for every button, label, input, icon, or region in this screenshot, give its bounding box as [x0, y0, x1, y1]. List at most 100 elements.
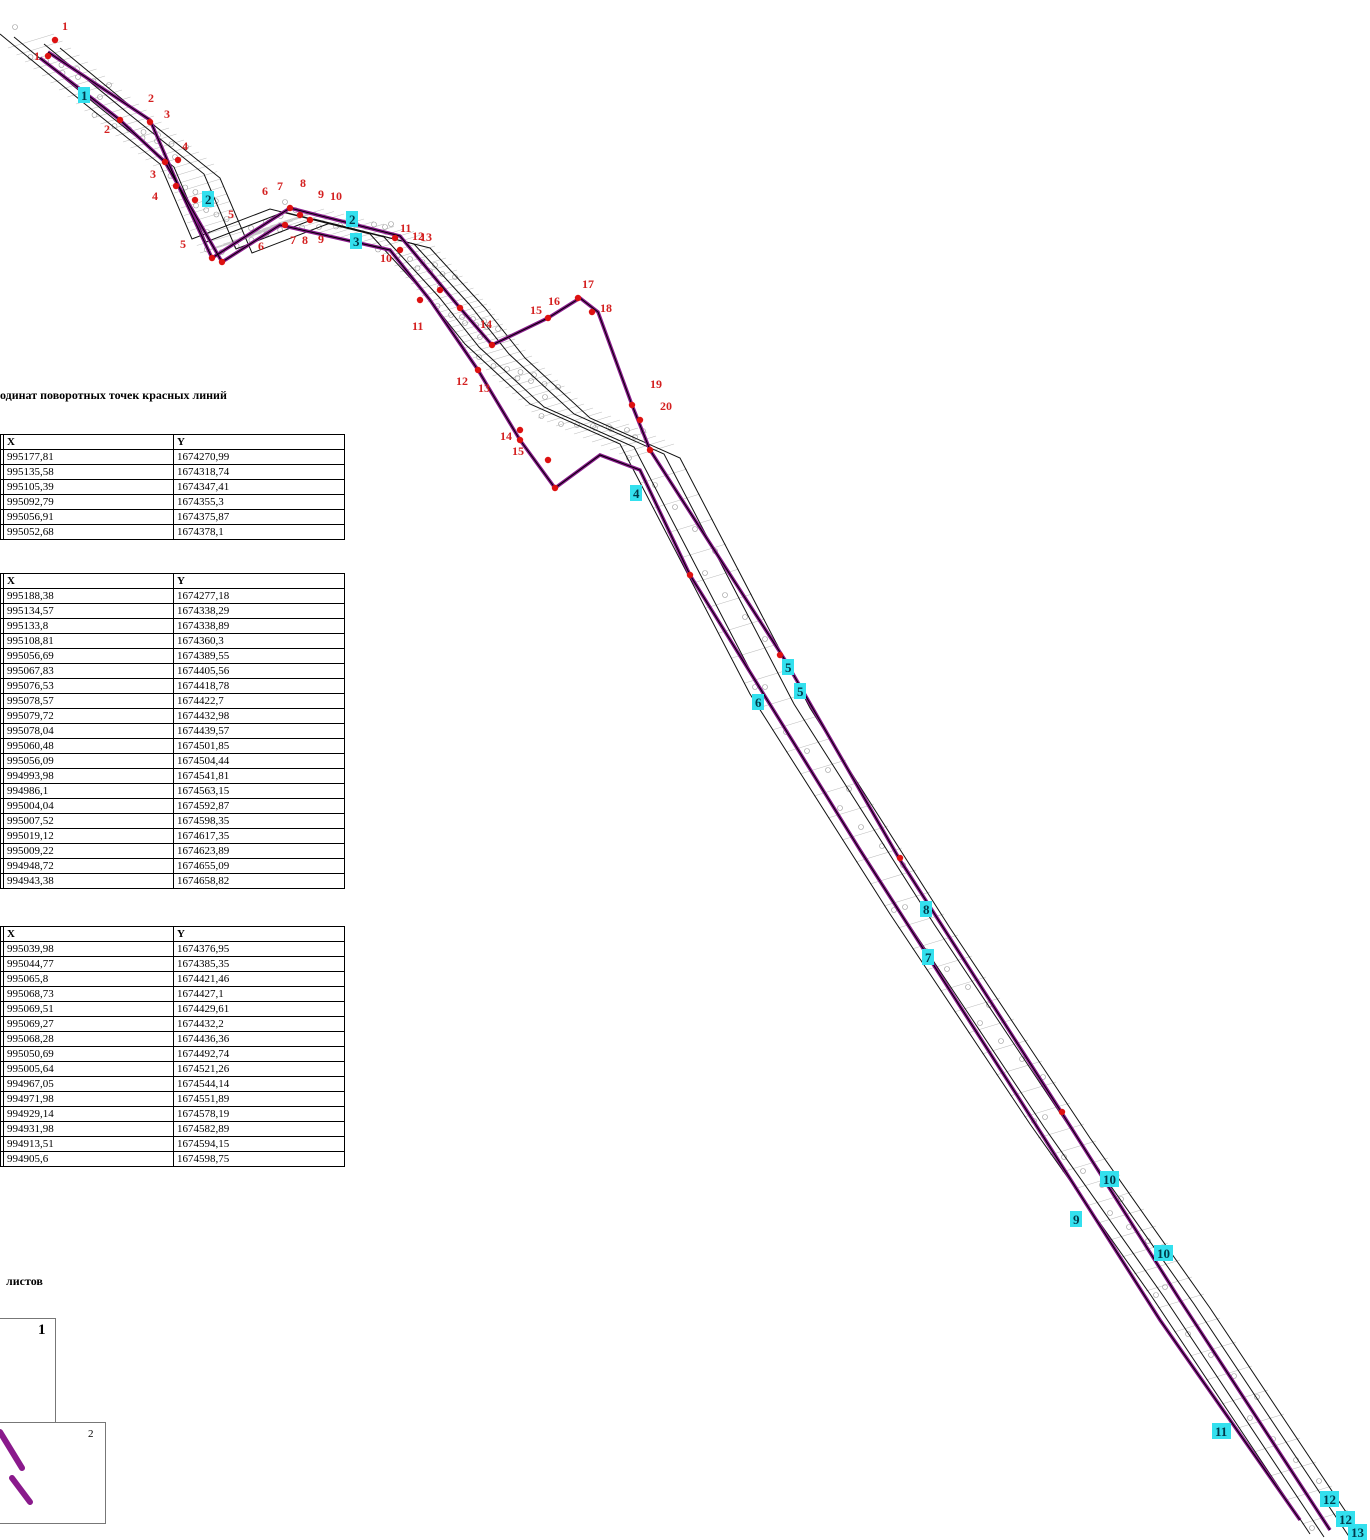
point-label: 9	[318, 187, 324, 201]
table-row: 995079,72 1674432,98	[0, 708, 345, 724]
segment-badge-label: 8	[923, 902, 930, 917]
turning-point-dot	[51, 36, 59, 44]
x-cell: 995177,81	[3, 449, 174, 465]
base-symbol	[316, 224, 322, 230]
turning-point-dot	[416, 296, 424, 304]
y-cell: 1674421,46	[173, 971, 345, 987]
point-label: 20	[660, 399, 672, 413]
coords-heading: одинат поворотных точек красных линий	[0, 388, 227, 402]
base-hatch	[479, 349, 526, 365]
turning-point-dot	[474, 366, 482, 374]
base-hatch	[555, 411, 603, 427]
base-symbol	[762, 636, 768, 642]
sheet-1-label: 1	[38, 1322, 46, 1338]
base-hatch	[582, 423, 630, 439]
point-label: 8	[300, 176, 306, 190]
segment-badge-label: 6	[755, 695, 762, 710]
segment-badge-bg	[1070, 1211, 1082, 1227]
base-hatch	[498, 367, 546, 383]
segment-badge-label: 2	[205, 192, 212, 207]
y-cell: 1674617,35	[173, 828, 345, 844]
turning-point-dot	[544, 456, 552, 464]
base-symbol	[193, 202, 199, 209]
y-cell: 1674544,14	[173, 1076, 345, 1092]
table-row: 994913,51 1674594,15	[0, 1136, 345, 1152]
base-symbol	[203, 207, 209, 213]
sheet-1-frame[interactable]	[0, 1318, 56, 1424]
segment-badge-bg	[1212, 1423, 1231, 1439]
point-label: 15	[530, 303, 542, 317]
turning-points	[44, 36, 1066, 1116]
x-cell: 995076,53	[3, 678, 174, 694]
base-symbol	[192, 189, 199, 195]
x-cell: 995188,38	[3, 588, 174, 604]
x-cell: 995005,64	[3, 1061, 174, 1077]
x-cell: 994948,72	[3, 858, 174, 874]
turning-point-dot	[516, 436, 524, 444]
x-cell: 995056,91	[3, 509, 174, 525]
base-symbol	[846, 786, 852, 792]
segment-badge-label: 5	[797, 684, 804, 699]
base-symbol	[1254, 1394, 1260, 1400]
base-symbol	[484, 324, 490, 330]
coords-table-1: X Y 995177,81 1674270,99 995135,58 1674318,74…	[0, 434, 345, 540]
y-cell: 1674504,44	[173, 753, 345, 769]
base-symbol	[672, 504, 678, 510]
table-row: 994931,98 1674582,89	[0, 1121, 345, 1137]
base-hatch	[827, 803, 875, 819]
point-label: 2	[104, 122, 110, 136]
x-cell: 995019,12	[3, 828, 174, 844]
table-row: 995056,09 1674504,44	[0, 753, 345, 769]
segment-badge-label: 7	[925, 950, 932, 965]
x-cell: 995079,72	[3, 708, 174, 724]
base-symbol	[1247, 1415, 1253, 1421]
base-hatch	[472, 343, 520, 359]
point-label: 12	[412, 229, 424, 243]
base-hatch	[679, 543, 727, 559]
base-hatch	[524, 391, 572, 407]
segment-badge-bg	[1320, 1491, 1339, 1507]
point-label: 10	[380, 251, 392, 265]
y-cell: 1674389,55	[173, 648, 345, 664]
turning-point-dot	[896, 854, 904, 862]
base-symbol	[902, 904, 908, 910]
y-cell: 1674541,81	[173, 768, 345, 784]
base-symbol	[965, 984, 971, 990]
sheet-2-frame[interactable]	[0, 1422, 106, 1524]
x-cell: 995067,83	[3, 663, 174, 679]
x-cell: 995056,09	[3, 753, 174, 769]
base-hatch	[1061, 1157, 1109, 1173]
turning-point-dot	[281, 221, 289, 229]
segment-badge-label: 12	[1339, 1512, 1352, 1527]
base-symbol	[944, 966, 950, 972]
col-x-header: X	[3, 573, 174, 589]
table-row: 995056,69 1674389,55	[0, 648, 345, 664]
base-symbol	[1208, 1352, 1214, 1358]
y-cell: 1674551,89	[173, 1091, 345, 1107]
base-hatch	[718, 618, 766, 634]
table-row: 995050,69 1674492,74	[0, 1046, 345, 1062]
segment-badge-label: 10	[1103, 1172, 1116, 1187]
base-symbol	[75, 74, 81, 80]
turning-point-dot	[218, 258, 226, 266]
turning-point-dot	[686, 571, 694, 579]
base-hatch	[692, 568, 740, 584]
x-cell: 995135,58	[3, 464, 174, 480]
base-symbol	[12, 24, 18, 30]
y-cell: 1674429,61	[173, 1001, 345, 1017]
base-hatch	[799, 759, 847, 775]
base-symbol	[1162, 1284, 1168, 1290]
turning-point-dot	[456, 304, 464, 312]
base-hatch	[653, 493, 701, 509]
y-cell: 1674521,26	[173, 1061, 345, 1077]
y-cell: 1674338,89	[173, 618, 345, 634]
turning-point-dot	[172, 182, 180, 190]
x-cell: 995134,57	[3, 603, 174, 619]
segment-badge-label: 9	[1073, 1212, 1080, 1227]
x-cell: 995105,39	[3, 479, 174, 495]
base-hatch	[537, 403, 585, 419]
base-symbol	[804, 748, 810, 754]
segment-badge-label: 10	[1157, 1246, 1170, 1261]
table-row: 994993,98 1674541,81	[0, 768, 345, 784]
